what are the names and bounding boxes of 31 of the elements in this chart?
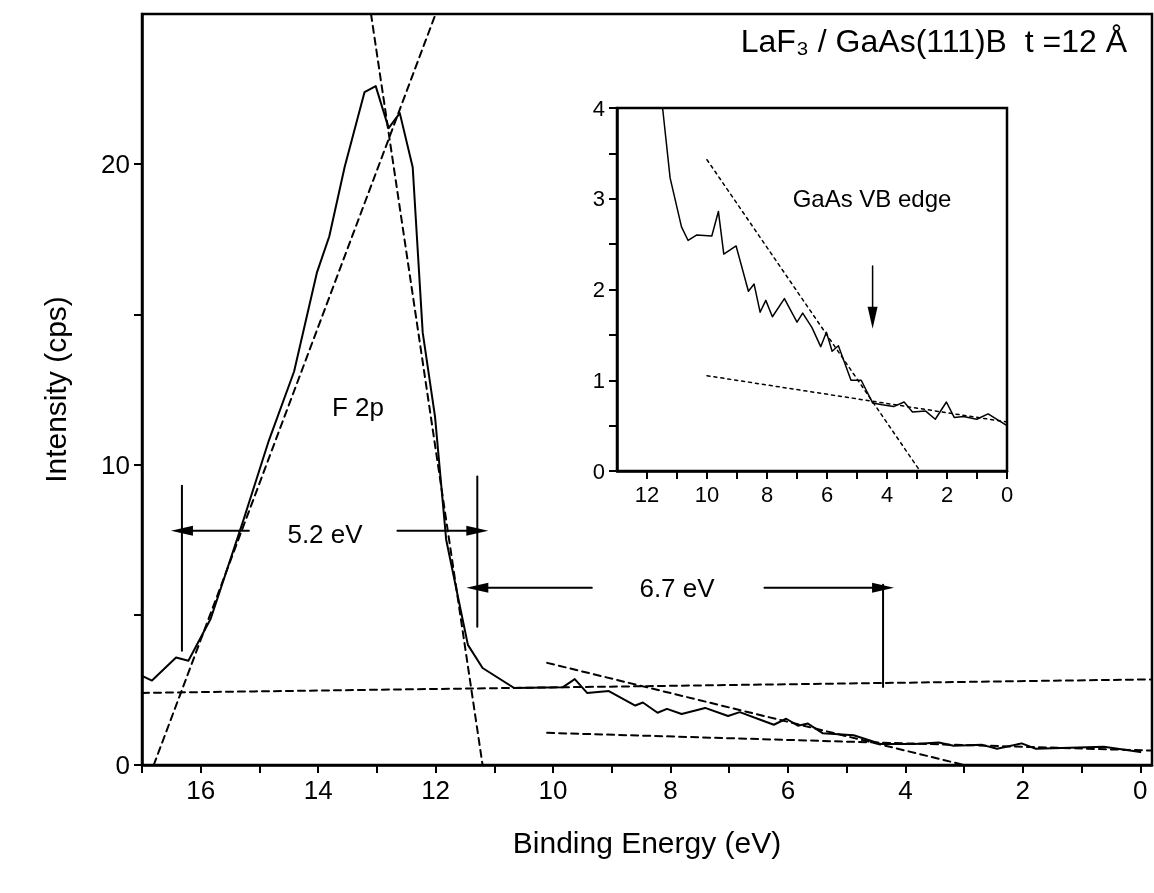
y-tick-label: 20 (101, 149, 130, 180)
x-tick-label: 0 (1133, 775, 1148, 805)
annotation: 6.7 eV (639, 573, 716, 603)
y-tick-label: 0 (592, 458, 605, 484)
x-tick-label: 10 (694, 481, 720, 507)
x-tick-label: 4 (880, 481, 894, 507)
x-tick-label: 8 (663, 775, 678, 805)
y-tick-label: 1 (592, 367, 605, 393)
x-tick-label: 6 (780, 775, 796, 805)
x-tick-label: 12 (421, 775, 451, 805)
x-tick-label: 14 (303, 775, 333, 805)
x-tick-label: 10 (538, 775, 568, 805)
chart-title: LaF₃ / GaAs(111)B t =12 Å (740, 23, 1128, 59)
annotation: F 2p (331, 392, 385, 422)
x-axis-title: Binding Energy (eV) (512, 825, 782, 859)
x-tick-label: 2 (940, 481, 954, 507)
x-tick-label: 2 (1015, 775, 1031, 805)
x-tick-label: 12 (634, 481, 660, 507)
x-tick-label: 6 (820, 481, 834, 507)
y-tick-label: 10 (101, 449, 130, 480)
y-tick-label: 0 (115, 750, 130, 780)
x-tick-label: 4 (898, 775, 913, 805)
x-tick-label: 0 (1000, 481, 1014, 507)
x-tick-label: 16 (186, 775, 216, 805)
annotation: 5.2 eV (287, 519, 364, 549)
annotation: GaAs VB edge (792, 184, 952, 212)
y-axis-title: Intensity (cps) (38, 296, 72, 483)
y-tick-label: 4 (592, 95, 605, 121)
y-tick-label: 2 (592, 277, 605, 302)
x-tick-label: 8 (760, 481, 774, 507)
y-tick-label: 3 (592, 186, 605, 212)
